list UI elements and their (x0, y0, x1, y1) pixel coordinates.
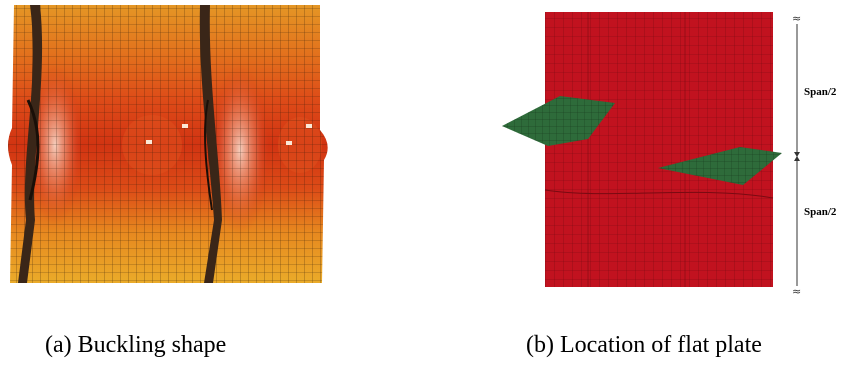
break-mark-bottom: ≈ (792, 285, 801, 298)
caption-a: (a) Buckling shape (45, 332, 227, 358)
wall-panel (544, 12, 774, 287)
caption-b: (b) Location of flat plate (526, 332, 762, 358)
flat-plate-upper (502, 96, 615, 146)
flat-plate-location-figure: ≈ ≈ Span/2 Span/2 (500, 0, 842, 300)
break-mark-top: ≈ (792, 12, 801, 25)
span-dimension: ≈ ≈ Span/2 Span/2 (792, 12, 837, 298)
span-label-upper: Span/2 (804, 86, 837, 98)
flat-plate-lower (658, 147, 782, 185)
flat-plate-location-image: ≈ ≈ Span/2 Span/2 (502, 12, 837, 298)
span-label-lower: Span/2 (804, 206, 837, 218)
buckling-shape-figure (0, 0, 335, 290)
buckling-shape-image (8, 5, 328, 283)
